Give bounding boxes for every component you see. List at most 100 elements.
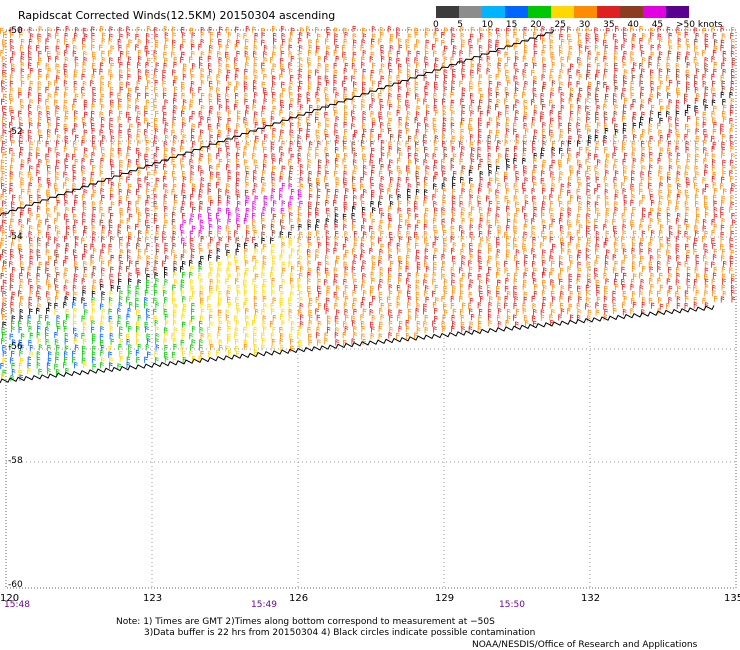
wind-barb <box>713 248 718 255</box>
wind-barb <box>217 51 221 58</box>
wind-barb <box>631 37 636 45</box>
wind-barb <box>154 117 158 124</box>
wind-barb <box>480 93 484 100</box>
wind-barb <box>235 278 239 285</box>
wind-barb <box>659 134 664 142</box>
wind-barb <box>254 139 258 147</box>
wind-barb <box>450 267 455 274</box>
wind-barb <box>630 92 635 99</box>
wind-barb <box>576 159 581 166</box>
wind-barb <box>263 153 268 160</box>
wind-barb <box>109 91 114 99</box>
wind-barb <box>64 158 68 165</box>
wind-barb <box>407 135 412 142</box>
wind-barb <box>316 266 321 274</box>
wind-barb <box>398 265 403 273</box>
wind-barb <box>442 105 447 112</box>
wind-barb <box>390 133 394 141</box>
wind-barb <box>568 273 573 280</box>
wind-barb <box>379 158 383 165</box>
wind-barb <box>280 104 285 111</box>
wind-barb <box>469 85 473 93</box>
wind-barb <box>693 296 698 304</box>
wind-barb <box>604 68 608 75</box>
wind-barb <box>686 223 690 231</box>
wind-barb <box>603 314 608 321</box>
wind-barb <box>468 326 473 333</box>
wind-barb <box>82 350 86 358</box>
wind-barb <box>234 62 238 69</box>
wind-barb <box>145 326 149 333</box>
wind-barb <box>154 128 159 135</box>
wind-barb <box>730 104 734 111</box>
wind-barb <box>182 134 187 141</box>
wind-barb <box>558 314 562 321</box>
wind-barb <box>306 26 310 33</box>
wind-barb <box>54 339 59 346</box>
wind-barb <box>361 87 366 94</box>
wind-barb <box>451 110 455 117</box>
wind-barb <box>100 361 104 369</box>
wind-barb <box>459 290 464 297</box>
wind-barb <box>378 333 383 340</box>
wind-barb <box>444 45 448 52</box>
wind-barb <box>289 91 293 99</box>
wind-barb <box>325 297 330 304</box>
wind-barb <box>559 278 563 285</box>
wind-barb <box>362 153 366 160</box>
wind-barb <box>398 309 403 316</box>
wind-barb <box>243 326 247 334</box>
wind-barb <box>226 74 230 82</box>
wind-barb <box>334 302 338 310</box>
wind-barb <box>136 188 140 195</box>
wind-barb <box>46 362 51 369</box>
wind-barb <box>36 331 41 339</box>
wind-barb <box>253 332 257 339</box>
wind-barb <box>370 169 375 177</box>
wind-barb <box>198 86 202 93</box>
wind-barb <box>181 212 186 219</box>
wind-barb <box>343 278 347 286</box>
wind-barb <box>271 188 276 195</box>
wind-barb <box>614 128 619 136</box>
wind-barb <box>694 38 698 46</box>
wind-barb <box>550 92 554 99</box>
wind-barb <box>380 188 384 195</box>
wind-barb <box>380 152 385 159</box>
wind-barb <box>398 236 403 243</box>
wind-barb <box>299 290 303 297</box>
wind-barb <box>585 146 590 154</box>
wind-barb <box>577 285 581 292</box>
wind-barb <box>405 332 410 340</box>
wind-barb <box>585 37 590 45</box>
wind-barb <box>108 230 112 237</box>
wind-barb <box>244 189 249 196</box>
wind-barb <box>153 86 158 93</box>
wind-barb <box>675 205 679 213</box>
wind-barb <box>442 117 447 124</box>
wind-barb <box>686 181 691 189</box>
wind-barb <box>236 284 241 291</box>
wind-barb <box>56 230 61 237</box>
wind-barb <box>468 123 472 130</box>
wind-barb <box>550 290 555 297</box>
wind-barb <box>587 91 592 99</box>
wind-barb <box>118 266 123 273</box>
wind-barb <box>524 254 528 261</box>
wind-barb <box>478 230 483 238</box>
wind-barb <box>425 165 429 172</box>
wind-barb <box>288 231 292 238</box>
wind-barb <box>630 219 634 226</box>
wind-barb <box>621 242 626 250</box>
wind-barb <box>63 182 67 189</box>
wind-barb <box>380 230 384 237</box>
wind-barb <box>380 44 384 52</box>
wind-barb <box>92 62 96 69</box>
wind-barb <box>623 206 628 214</box>
wind-barb <box>144 301 148 309</box>
wind-barb <box>46 73 50 81</box>
wind-barb <box>27 62 32 69</box>
wind-barb <box>399 320 403 327</box>
wind-barb <box>432 301 437 309</box>
wind-barb <box>531 187 536 195</box>
